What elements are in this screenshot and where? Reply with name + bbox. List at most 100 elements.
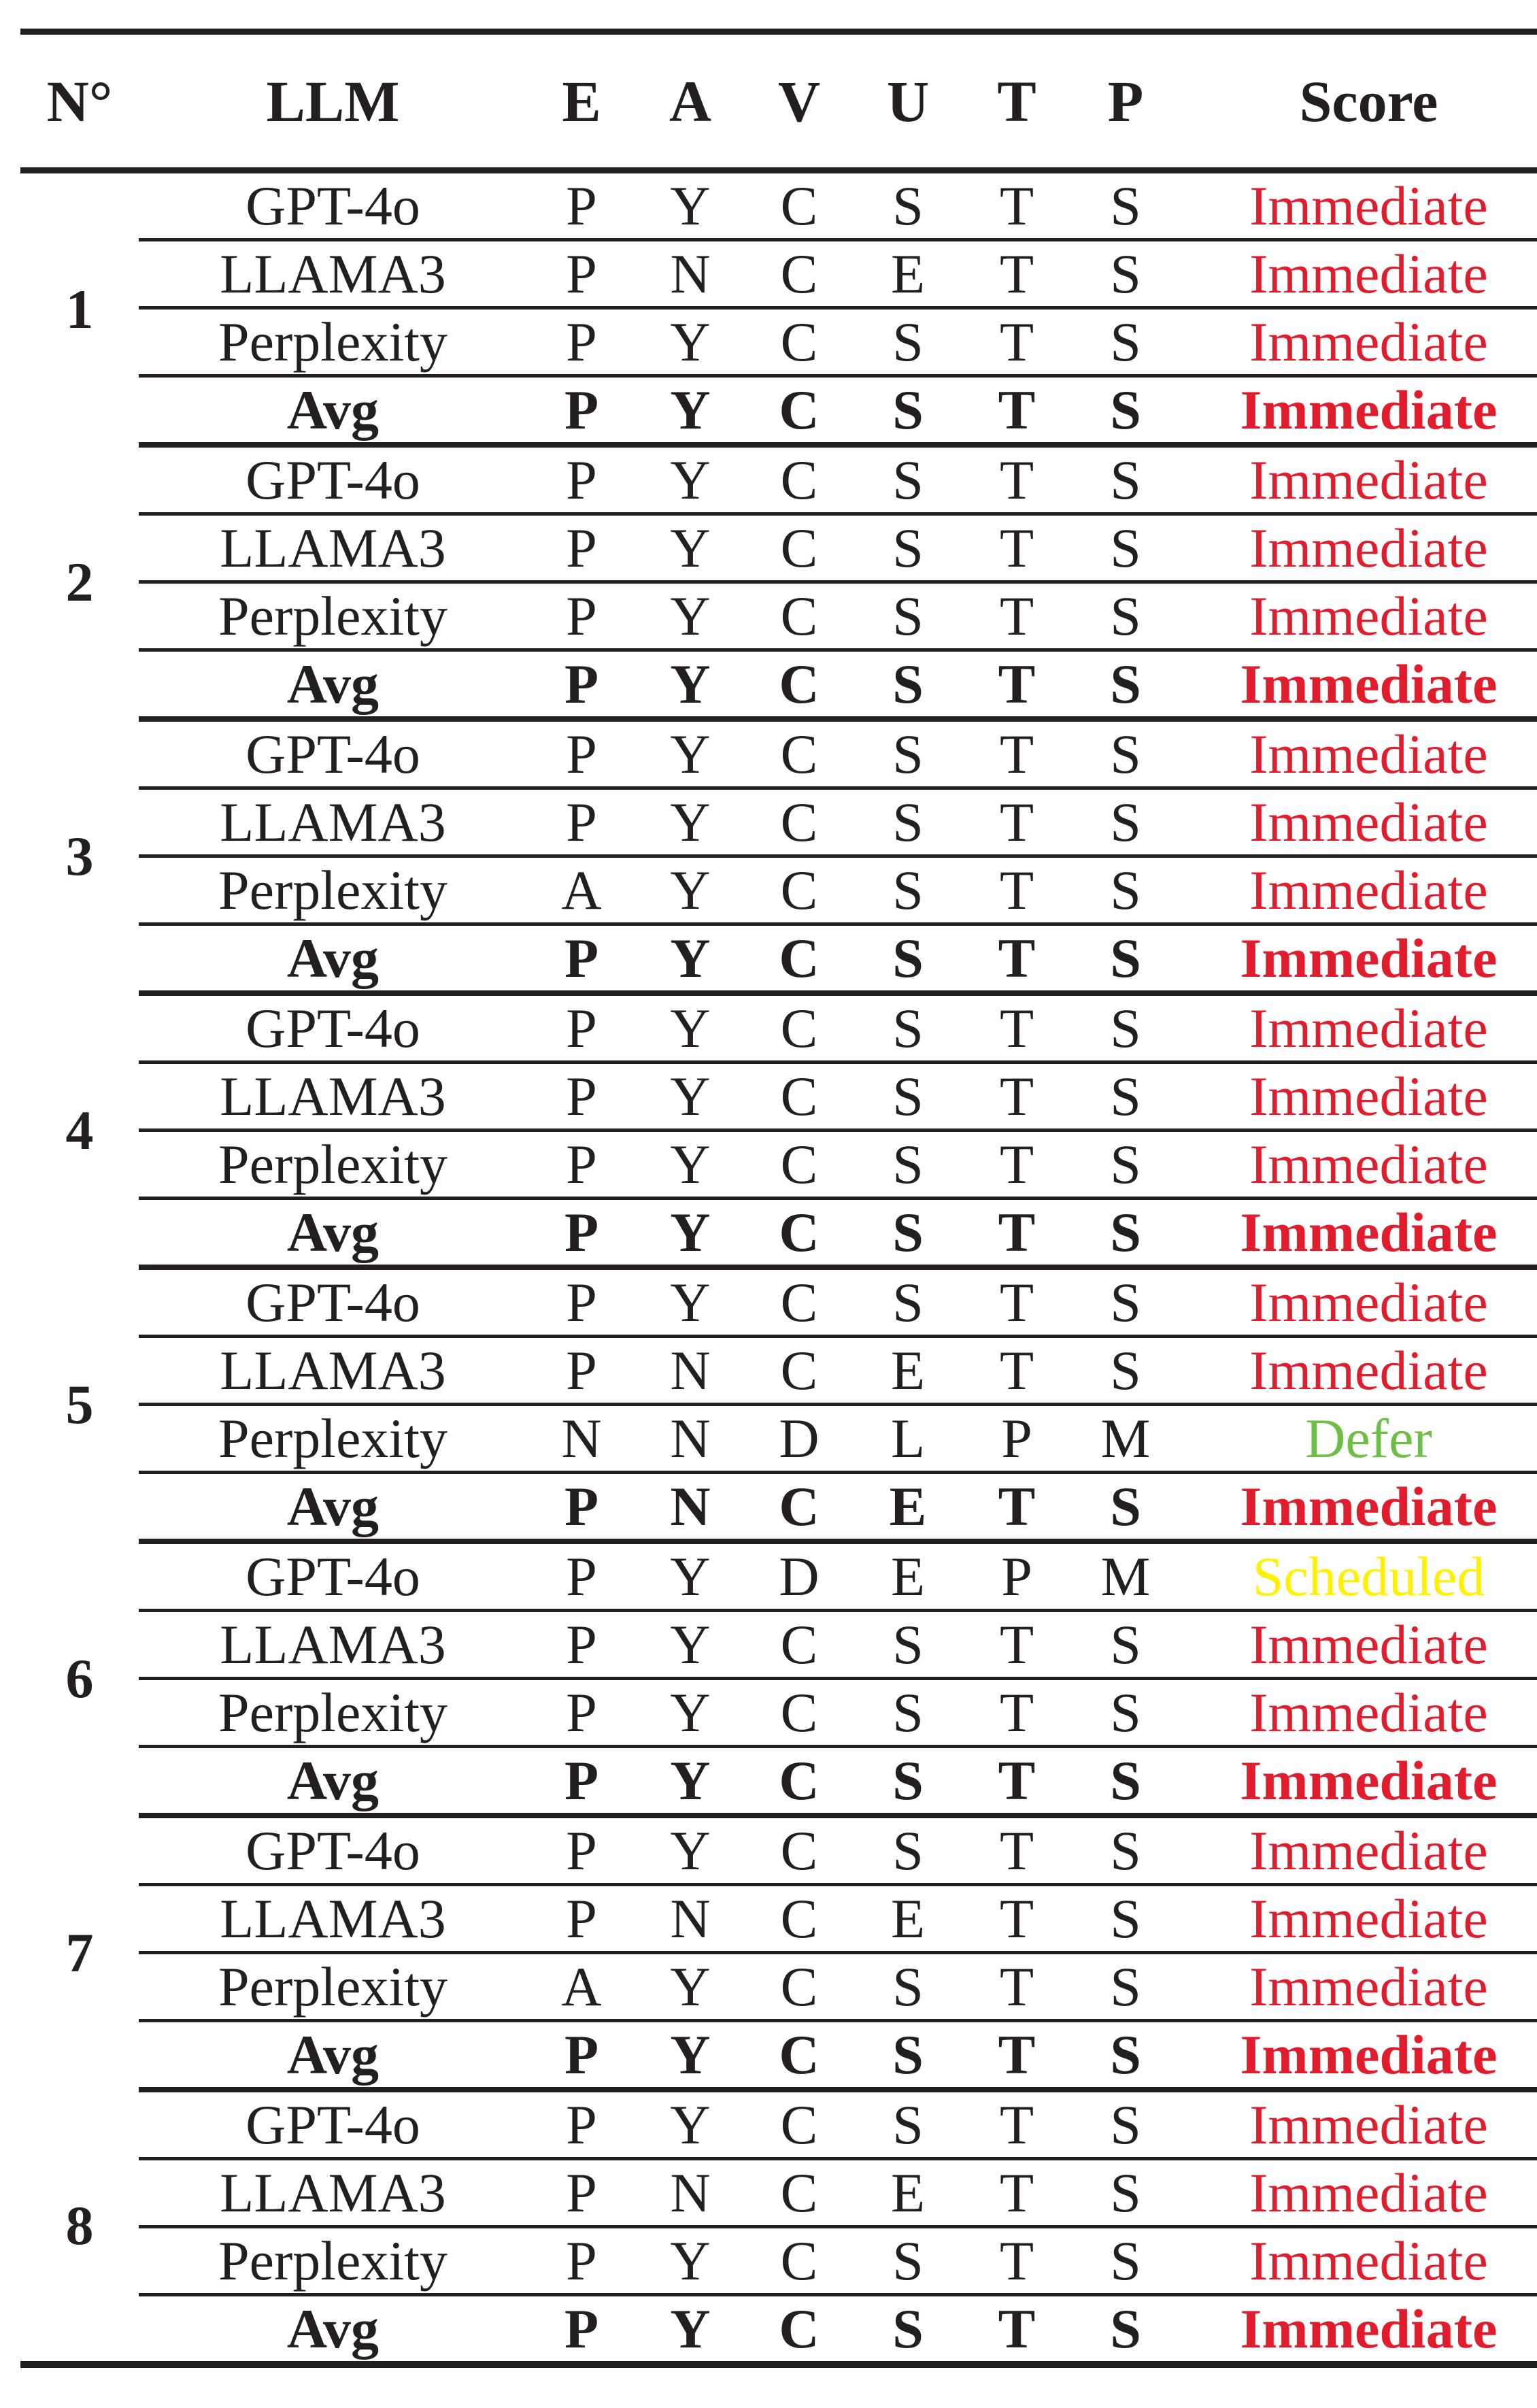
cell-u: S [854, 170, 962, 241]
table-row-group4-perplexity: Perplexity P Y C S T S Immediate [20, 1130, 1537, 1200]
cell-a: Y [636, 650, 745, 722]
llm-name: LLAMA3 [139, 1062, 527, 1132]
cell-t: T [962, 307, 1071, 378]
cell-e: P [527, 2226, 636, 2296]
score-value: Immediate [1180, 2158, 1537, 2228]
llm-name: LLAMA3 [139, 1884, 527, 1954]
table-row-group2-avg: Avg P Y C S T S Immediate [20, 650, 1537, 722]
cell-a: Y [636, 1816, 745, 1886]
llm-name: LLAMA3 [139, 2158, 527, 2228]
cell-e: P [527, 1130, 636, 1200]
llm-name: GPT-4o [139, 719, 527, 790]
table-row-group7-perplexity: Perplexity A Y C S T S Immediate [20, 1952, 1537, 2022]
cell-t: P [962, 1404, 1071, 1474]
llm-name: Perplexity [139, 1130, 527, 1200]
cell-t: T [962, 1746, 1071, 1818]
cell-a: Y [636, 788, 745, 858]
cell-e: P [527, 1267, 636, 1338]
score-value: Immediate [1180, 239, 1537, 310]
score-value: Immediate [1180, 1267, 1537, 1338]
llm-name: LLAMA3 [139, 239, 527, 310]
llm-name: Avg [139, 924, 527, 996]
cell-v: C [745, 1267, 854, 1338]
cell-u: S [854, 1678, 962, 1748]
llm-name: GPT-4o [139, 993, 527, 1064]
table-row-group2-perplexity: Perplexity P Y C S T S Immediate [20, 582, 1537, 652]
cell-a: Y [636, 1746, 745, 1818]
cell-p: S [1071, 924, 1180, 996]
cell-u: L [854, 1404, 962, 1474]
cell-u: S [854, 993, 962, 1064]
cell-t: T [962, 582, 1071, 652]
cell-v: C [745, 788, 854, 858]
cell-t: T [962, 170, 1071, 241]
llm-name: GPT-4o [139, 1816, 527, 1886]
cell-v: C [745, 1198, 854, 1270]
score-value: Immediate [1180, 1746, 1537, 1818]
cell-v: C [745, 1472, 854, 1544]
cell-a: Y [636, 2294, 745, 2367]
table-row-group5-perplexity: Perplexity N N D L P M Defer [20, 1404, 1537, 1474]
cell-t: T [962, 1472, 1071, 1544]
table-row-group7-llama3: LLAMA3 P N C E T S Immediate [20, 1884, 1537, 1954]
cell-t: T [962, 2226, 1071, 2296]
cell-a: N [636, 1472, 745, 1544]
cell-p: S [1071, 1336, 1180, 1406]
cell-t: T [962, 1952, 1071, 2022]
cell-p: S [1071, 1610, 1180, 1680]
score-value: Immediate [1180, 2294, 1537, 2367]
header-score: Score [1180, 31, 1537, 173]
cell-u: S [854, 375, 962, 448]
cell-v: C [745, 2294, 854, 2367]
cell-e: P [527, 1678, 636, 1748]
table-row-group1-avg: Avg P Y C S T S Immediate [20, 375, 1537, 448]
cell-t: T [962, 514, 1071, 584]
table-row-group3-perplexity: Perplexity A Y C S T S Immediate [20, 856, 1537, 926]
cell-u: E [854, 1541, 962, 1612]
cell-u: S [854, 788, 962, 858]
cell-t: T [962, 1678, 1071, 1748]
cell-e: P [527, 1472, 636, 1544]
cell-t: T [962, 2090, 1071, 2160]
cell-p: S [1071, 445, 1180, 516]
header-p: P [1071, 31, 1180, 173]
cell-e: P [527, 1884, 636, 1954]
group-number: 3 [65, 824, 94, 887]
table-row-group5-avg: Avg P N C E T S Immediate [20, 1472, 1537, 1544]
cell-v: C [745, 307, 854, 378]
cell-a: Y [636, 1062, 745, 1132]
cell-v: C [745, 650, 854, 722]
cell-e: P [527, 375, 636, 448]
cell-e: P [527, 1746, 636, 1818]
cell-e: A [527, 1952, 636, 2022]
score-value: Immediate [1180, 1678, 1537, 1748]
cell-v: C [745, 1746, 854, 1818]
cell-u: E [854, 1472, 962, 1544]
cell-v: C [745, 1610, 854, 1680]
llm-name: Perplexity [139, 307, 527, 378]
score-value: Immediate [1180, 856, 1537, 926]
cell-p: S [1071, 307, 1180, 378]
cell-v: C [745, 1816, 854, 1886]
table-row-group8-llama3: LLAMA3 P N C E T S Immediate [20, 2158, 1537, 2228]
score-value: Immediate [1180, 1062, 1537, 1132]
cell-t: T [962, 1062, 1071, 1132]
score-value: Scheduled [1180, 1541, 1537, 1612]
cell-u: S [854, 1130, 962, 1200]
cell-t: T [962, 650, 1071, 722]
cell-t: T [962, 2294, 1071, 2367]
llm-name: Perplexity [139, 1678, 527, 1748]
score-value: Immediate [1180, 514, 1537, 584]
cell-a: N [636, 1884, 745, 1954]
cell-v: C [745, 2020, 854, 2092]
cell-p: S [1071, 1267, 1180, 1338]
cell-u: S [854, 514, 962, 584]
llm-name: LLAMA3 [139, 1336, 527, 1406]
cell-p: S [1071, 2158, 1180, 2228]
cell-u: S [854, 1746, 962, 1818]
llm-name: Avg [139, 1472, 527, 1544]
table-row-group4-gpt-4o: 4 GPT-4o P Y C S T S Immediate [20, 993, 1537, 1161]
cell-e: P [527, 993, 636, 1064]
cell-e: P [527, 307, 636, 378]
cell-u: S [854, 582, 962, 652]
